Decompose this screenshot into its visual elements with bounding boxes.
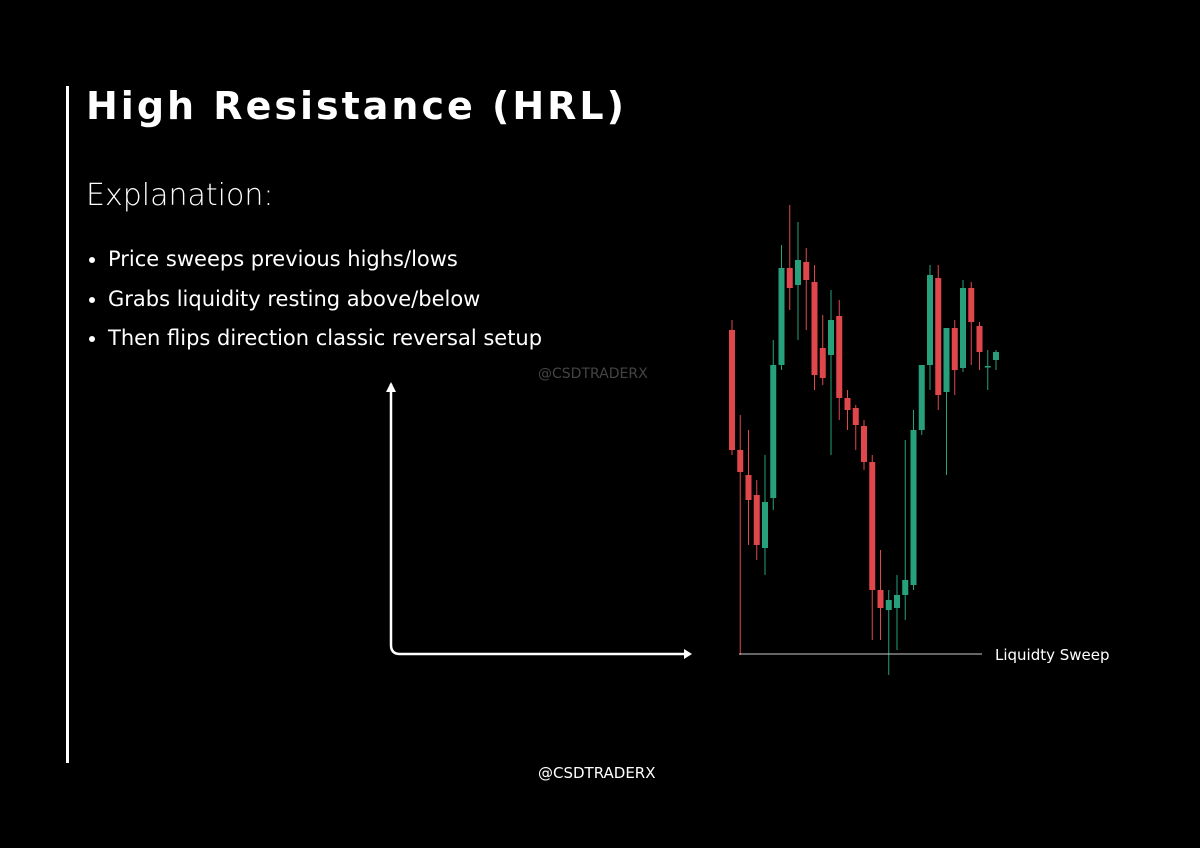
candle-body — [778, 268, 785, 365]
candle-body — [811, 282, 818, 375]
candle-body — [918, 365, 925, 430]
arrow-head — [684, 649, 692, 659]
accent-bar — [66, 86, 69, 763]
candle-body — [745, 475, 752, 500]
title: High Resistance (HRL) — [86, 84, 628, 128]
candle-body — [803, 262, 810, 280]
candle-body — [753, 495, 760, 545]
candle-body — [844, 398, 851, 410]
sweep-label: Liquidty Sweep — [995, 646, 1110, 664]
candle-body — [861, 426, 867, 462]
candle-body — [976, 326, 983, 352]
candle-body — [902, 580, 909, 595]
candle-body — [836, 316, 843, 398]
candle-body — [877, 590, 884, 608]
candle-body — [993, 352, 999, 360]
watermark: @CSDTRADERX — [538, 366, 648, 382]
candle-body — [968, 288, 975, 322]
candle-body — [786, 268, 793, 288]
candle-body — [869, 462, 876, 590]
candle-body — [795, 260, 801, 285]
candle-body — [927, 275, 933, 365]
candle-body — [729, 330, 735, 450]
candle-body — [935, 278, 942, 395]
candle-body — [885, 600, 892, 610]
candle-body — [852, 408, 859, 425]
bullet: Price sweeps previous highs/lows — [108, 240, 542, 280]
arrow — [389, 384, 686, 656]
candle-body — [762, 502, 768, 548]
bullet-list: Price sweeps previous highs/lows Grabs l… — [86, 240, 542, 359]
candle-body — [770, 365, 777, 498]
candle-body — [894, 595, 900, 608]
candle-body — [951, 328, 958, 370]
candle-body — [960, 288, 966, 368]
footer: @CSDTRADERX — [538, 764, 656, 782]
candle-body — [910, 430, 917, 585]
bullet: Then flips direction classic reversal se… — [108, 319, 542, 359]
explanation-heading: Explanation: — [86, 178, 274, 213]
candle-body — [943, 328, 950, 392]
candle-body — [828, 320, 834, 355]
bullet: Grabs liquidity resting above/below — [108, 280, 542, 320]
candle-body — [984, 366, 991, 368]
candle-body — [737, 450, 744, 472]
arrow-head — [386, 382, 396, 392]
candle-body — [819, 348, 826, 378]
